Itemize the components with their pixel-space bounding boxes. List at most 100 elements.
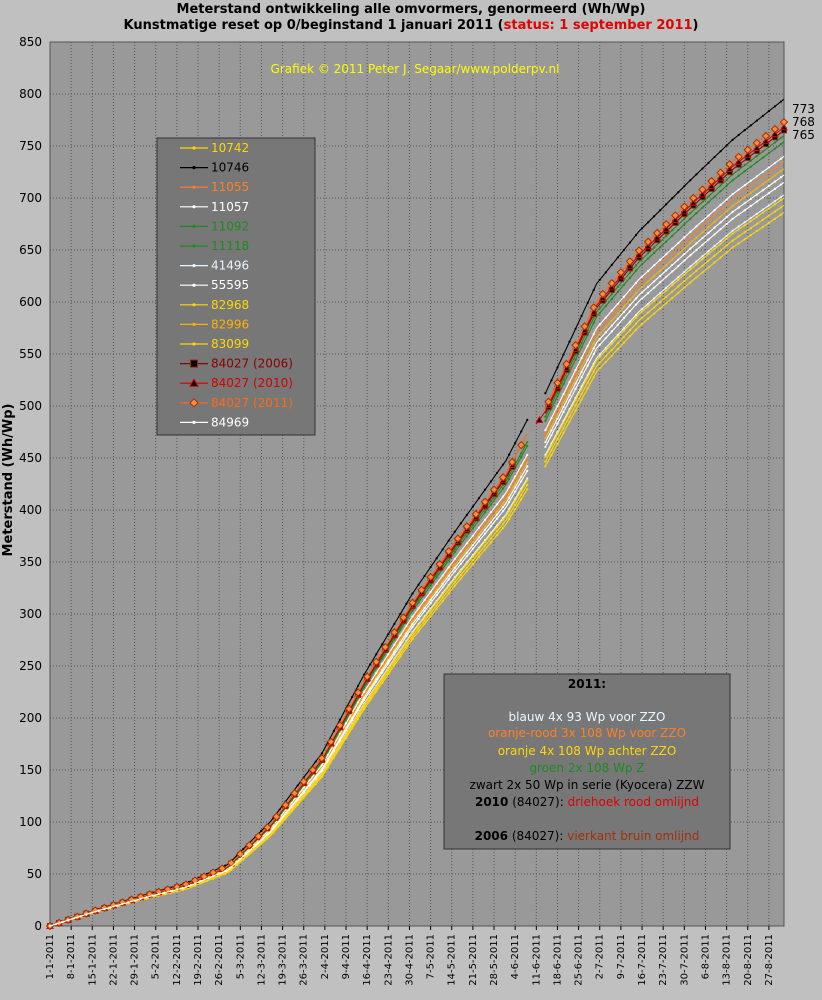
series-point [441, 586, 444, 589]
series-point [671, 234, 674, 237]
series-point [296, 801, 299, 804]
series-point [423, 619, 426, 622]
series-point [435, 607, 438, 610]
series-point [417, 583, 420, 586]
series-point [628, 323, 632, 326]
series-point [665, 253, 668, 256]
series-point [737, 235, 740, 238]
series-point [713, 261, 716, 264]
series-point [405, 602, 408, 605]
series-point [767, 166, 770, 169]
series-point [580, 387, 583, 390]
series-point [773, 174, 777, 177]
legend-label: 11092 [211, 219, 249, 233]
series-point [326, 753, 329, 756]
series-point [771, 130, 779, 138]
series-point [462, 522, 472, 531]
x-tick-label: 30-7-2011 [679, 934, 690, 986]
series-point [556, 408, 559, 411]
series-point [731, 239, 734, 242]
series-point [734, 157, 743, 165]
series-point [477, 497, 481, 500]
series-point [501, 522, 505, 525]
series-point [598, 323, 601, 326]
series-point [752, 138, 762, 148]
series-point [610, 263, 613, 266]
series-point [689, 241, 692, 245]
series-point [320, 752, 323, 755]
series-point [375, 678, 378, 681]
series-point [749, 124, 752, 127]
series-point [399, 612, 402, 615]
series-point [719, 228, 722, 231]
series-point [526, 483, 529, 486]
series-point [393, 664, 396, 667]
series-point [574, 409, 577, 412]
series-point [562, 359, 571, 369]
series-point [755, 200, 758, 203]
series-point [683, 259, 686, 262]
series-point [731, 138, 734, 141]
series-point [514, 475, 517, 478]
series-point [411, 632, 414, 635]
series-point [592, 352, 595, 356]
series-point [169, 889, 172, 893]
series-point [568, 384, 571, 387]
series-point [550, 417, 553, 420]
series-point [634, 269, 638, 272]
series-point [689, 235, 692, 238]
series-point [260, 829, 263, 832]
series-point [483, 518, 487, 522]
series-point [701, 200, 704, 204]
series-point [399, 634, 402, 637]
series-point [477, 548, 481, 551]
series-point [610, 342, 613, 345]
series-point [489, 521, 493, 524]
series-point [423, 616, 426, 619]
series-point [435, 559, 444, 569]
series-point [640, 316, 644, 319]
series-point [592, 347, 595, 350]
series-point [218, 872, 221, 875]
series-point [743, 231, 746, 234]
series-point [707, 259, 710, 262]
series-point [586, 354, 589, 357]
x-tick-label: 15-1-2011 [87, 934, 98, 986]
series-point [604, 326, 607, 329]
series-point [586, 376, 589, 379]
series-point [598, 289, 607, 299]
series-point [308, 782, 311, 785]
series-point [453, 581, 456, 584]
series-point [453, 534, 462, 543]
series-point [580, 356, 583, 360]
series-point [338, 737, 342, 740]
series-point [780, 123, 788, 131]
series-point [411, 638, 414, 641]
series-point [755, 180, 758, 183]
series-point [526, 418, 529, 422]
series-point [634, 303, 638, 306]
series-point [743, 196, 746, 199]
series-point [332, 753, 336, 756]
series-point [653, 299, 656, 303]
series-point [417, 614, 420, 618]
series-point [646, 221, 650, 224]
legend-marker [192, 303, 196, 307]
series-point [680, 207, 689, 215]
series-point [574, 358, 577, 361]
x-tick-label: 18-6-2011 [552, 934, 563, 986]
series-point [689, 193, 698, 203]
series-point [773, 105, 777, 108]
series-point [375, 672, 378, 675]
series-point [604, 320, 607, 323]
series-point [417, 617, 420, 621]
y-tick-label: 550 [19, 347, 42, 361]
series-point [344, 722, 348, 725]
series-point [290, 808, 293, 811]
note-blauw: blauw 4x 93 Wp voor ZZO [509, 710, 666, 724]
grid-lines [49, 41, 784, 927]
series-point [713, 244, 716, 248]
legend-marker [192, 322, 196, 326]
series-point [568, 389, 571, 392]
series-point [459, 556, 462, 559]
